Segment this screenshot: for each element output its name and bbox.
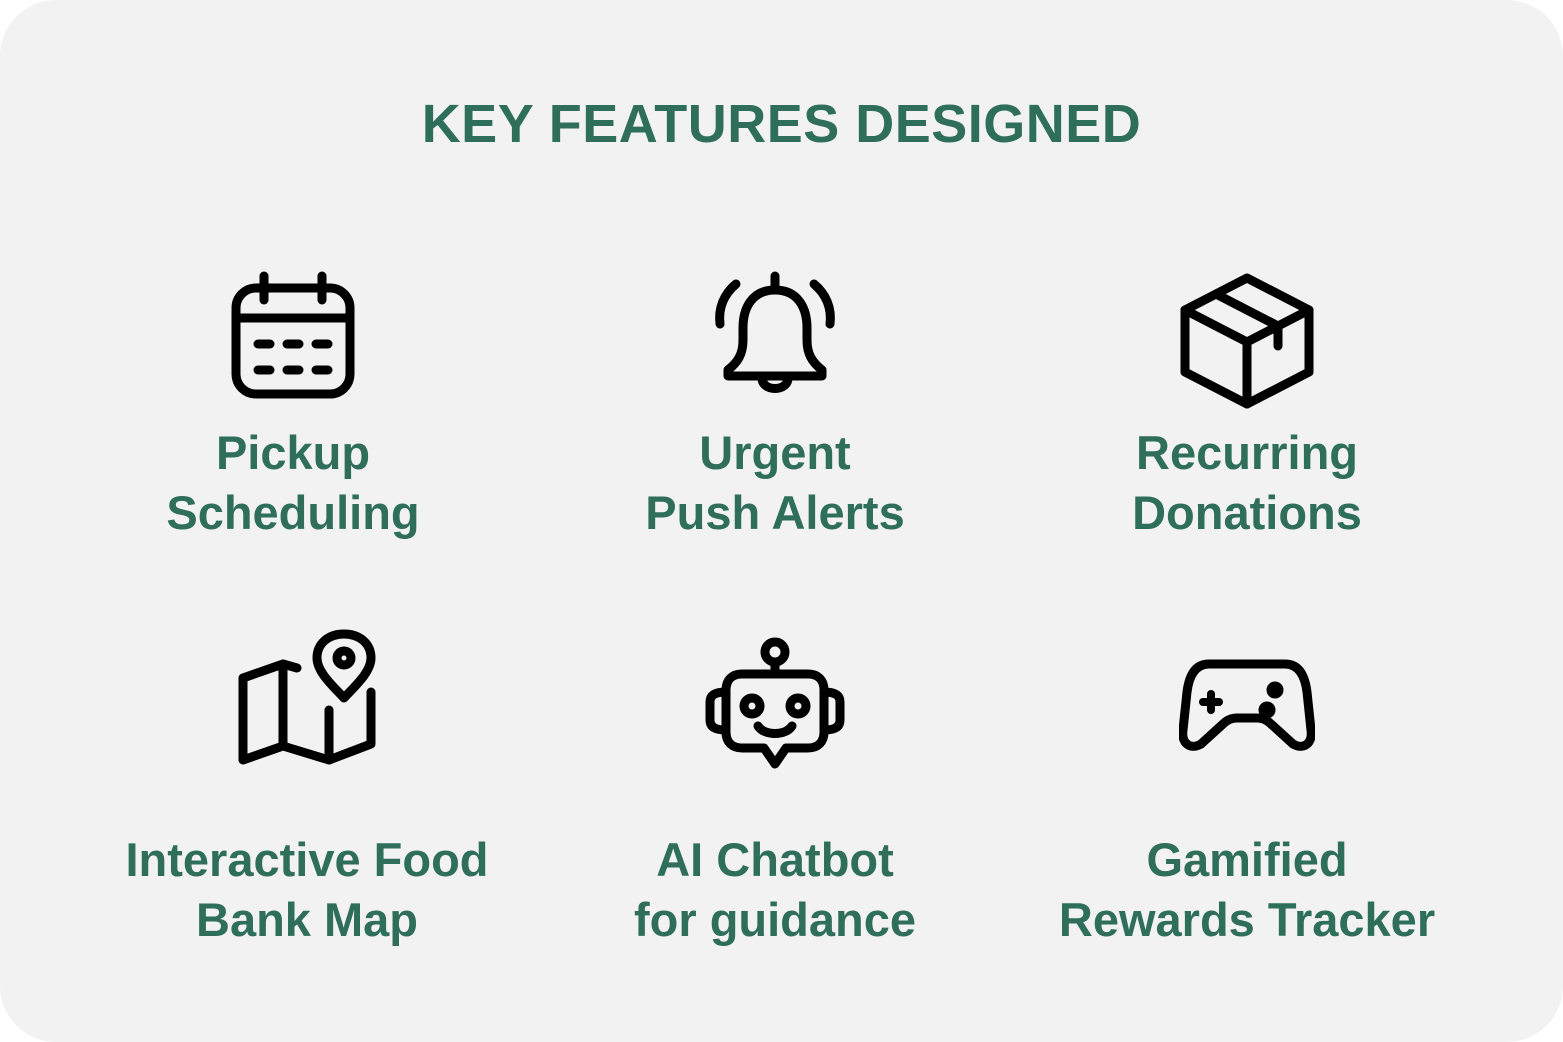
feature-label: Interactive Food Bank Map (77, 830, 537, 950)
feature-label-line1: Gamified (1146, 833, 1348, 886)
feature-label-line1: Recurring (1136, 426, 1358, 479)
calendar-icon (228, 270, 358, 400)
gamepad-icon (1179, 656, 1315, 756)
feature-label: Urgent Push Alerts (545, 423, 1005, 543)
feature-label-line2: for guidance (633, 893, 917, 946)
feature-label-line2: Rewards Tracker (1058, 893, 1436, 946)
feature-label: Recurring Donations (1017, 423, 1477, 543)
feature-label: Gamified Rewards Tracker (1017, 830, 1477, 950)
feature-label-line1: Urgent (699, 426, 851, 479)
feature-label: AI Chatbot for guidance (545, 830, 1005, 950)
feature-label-line2: Bank Map (196, 893, 418, 946)
bell-icon (710, 270, 840, 400)
feature-label-line2: Donations (1132, 486, 1362, 539)
feature-label-line1: Pickup (215, 426, 371, 479)
box-icon (1177, 270, 1317, 410)
map-pin-icon (237, 628, 377, 768)
feature-label-line2: Scheduling (166, 486, 420, 539)
feature-label-line1: AI Chatbot (656, 833, 894, 886)
feature-label: Pickup Scheduling (63, 423, 523, 543)
robot-icon (702, 636, 848, 782)
feature-label-line2: Push Alerts (645, 486, 905, 539)
feature-label-line1: Interactive Food (125, 833, 489, 886)
page-title: KEY FEATURES DESIGNED (421, 94, 1142, 154)
